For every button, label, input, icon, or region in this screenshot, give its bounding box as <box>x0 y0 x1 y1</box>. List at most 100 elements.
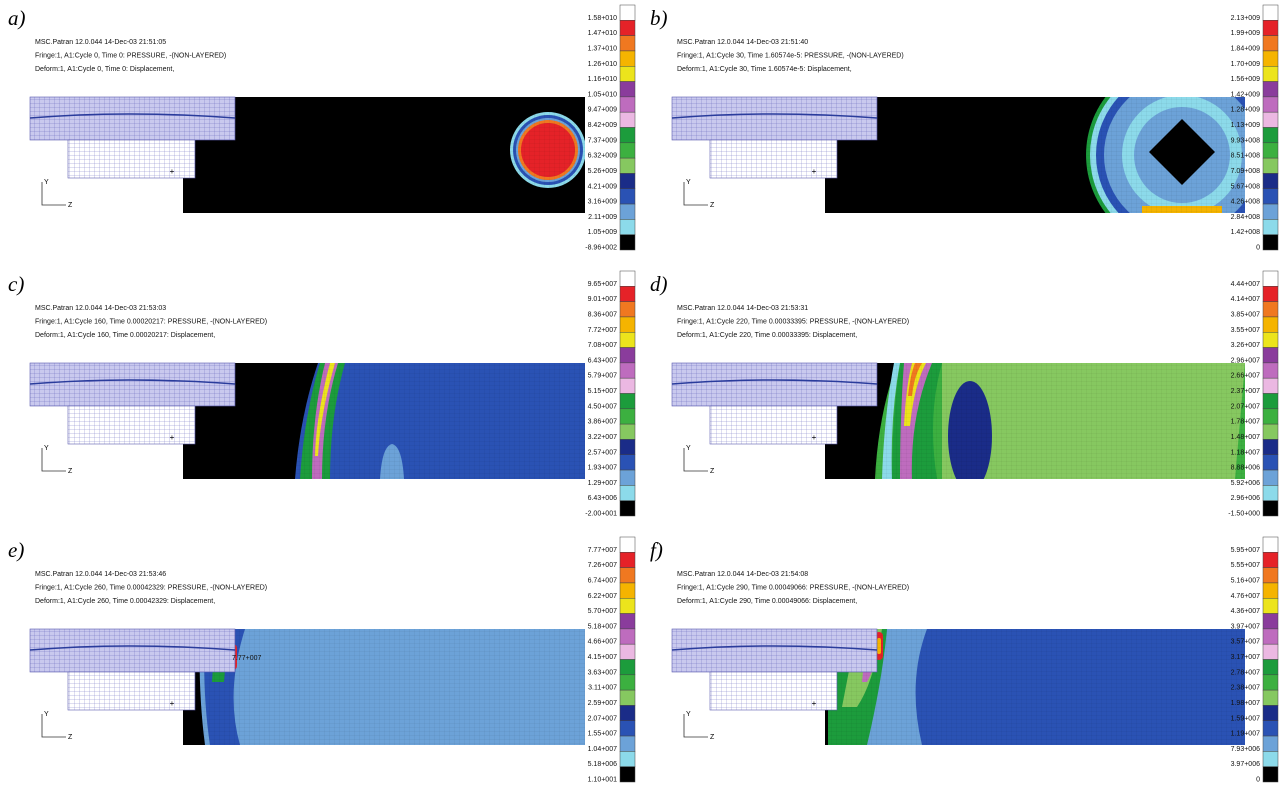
colorbar-swatch <box>620 286 635 301</box>
colorbar-swatch <box>620 20 635 35</box>
colorbar-swatch <box>620 128 635 143</box>
axis-y: Y <box>44 179 49 186</box>
colorbar-label: 9.93+008 <box>1231 137 1260 144</box>
colorbar-swatch <box>620 644 635 659</box>
mesh-overlay <box>183 629 585 745</box>
colorbar-label: 1.05+009 <box>588 229 617 236</box>
colorbar-swatch <box>620 204 635 219</box>
colorbar-swatch <box>620 66 635 81</box>
colorbar-label: 2.84+008 <box>1231 214 1260 221</box>
colorbar-label: 3.16+009 <box>588 199 617 206</box>
header-line: MSC.Patran 12.0.044 14-Dec-03 21:51:40 <box>677 39 808 46</box>
marker: + <box>170 433 175 442</box>
colorbar-label: 5.15+007 <box>588 388 617 395</box>
colorbar-swatch <box>1263 317 1278 332</box>
panel-label: e) <box>8 538 24 562</box>
header-line: MSC.Patran 12.0.044 14-Dec-03 21:51:05 <box>35 39 166 46</box>
colorbar-swatch <box>1263 736 1278 751</box>
colorbar-swatch <box>620 271 635 286</box>
colorbar-label: 8.51+008 <box>1231 153 1260 160</box>
colorbar-label: 7.37+009 <box>588 137 617 144</box>
colorbar-swatch <box>1263 235 1278 250</box>
colorbar-label: 4.66+007 <box>588 639 617 646</box>
colorbar-label: 8.36+007 <box>588 311 617 318</box>
colorbar-label: 4.76+007 <box>1231 593 1260 600</box>
header-line: MSC.Patran 12.0.044 14-Dec-03 21:53:03 <box>35 305 166 312</box>
panel-label: a) <box>8 6 26 30</box>
colorbar-swatch <box>620 189 635 204</box>
colorbar-swatch <box>620 348 635 363</box>
axis-y: Y <box>44 711 49 718</box>
axis-y: Y <box>686 179 691 186</box>
colorbar-swatch <box>1263 112 1278 127</box>
fringe <box>825 59 1278 251</box>
colorbar-swatch <box>620 394 635 409</box>
fringe <box>183 97 586 213</box>
header-line: MSC.Patran 12.0.044 14-Dec-03 21:53:31 <box>677 305 808 312</box>
colorbar-label: 5.95+007 <box>1231 547 1260 554</box>
colorbar-swatch <box>620 158 635 173</box>
colorbar-label: 7.93+006 <box>1231 746 1260 753</box>
colorbar-label: 1.56+009 <box>1231 76 1260 83</box>
colorbar-swatch <box>620 332 635 347</box>
colorbar-label: 2.07+007 <box>588 715 617 722</box>
block-mesh <box>710 406 837 444</box>
mesh-overlay <box>183 363 585 479</box>
marker: + <box>812 167 817 176</box>
colorbar-swatch <box>620 317 635 332</box>
colorbar-label: 5.16+007 <box>1231 577 1260 584</box>
plate-mesh <box>672 97 877 140</box>
colorbar-label: 1.28+009 <box>1231 107 1260 114</box>
plate-mesh <box>672 363 877 406</box>
colorbar-swatch <box>1263 219 1278 234</box>
colorbar-swatch <box>1263 424 1278 439</box>
header-line: MSC.Patran 12.0.044 14-Dec-03 21:54:08 <box>677 571 808 578</box>
panel: e)MSC.Patran 12.0.044 14-Dec-03 21:53:46… <box>8 537 635 784</box>
colorbar-swatch <box>1263 455 1278 470</box>
colorbar-label: 4.26+008 <box>1231 199 1260 206</box>
colorbar-label: 0 <box>1256 777 1260 784</box>
axis-z: Z <box>710 202 715 209</box>
colorbar-label: 1.16+010 <box>588 76 617 83</box>
marker: + <box>812 699 817 708</box>
colorbar-swatch <box>1263 20 1278 35</box>
axis-y: Y <box>686 711 691 718</box>
block-mesh <box>68 140 195 178</box>
header-line: Deform:1, A1:Cycle 0, Time 0: Displaceme… <box>35 66 174 73</box>
colorbar-label: 5.18+007 <box>588 623 617 630</box>
colorbar-label: 7.77+007 <box>588 547 617 554</box>
colorbar-swatch <box>1263 629 1278 644</box>
colorbar-swatch <box>1263 470 1278 485</box>
colorbar-swatch <box>1263 552 1278 567</box>
colorbar-swatch <box>1263 485 1278 500</box>
colorbar-swatch <box>1263 271 1278 286</box>
colorbar-swatch <box>1263 690 1278 705</box>
colorbar-label: 7.72+007 <box>588 327 617 334</box>
colorbar-swatch <box>1263 51 1278 66</box>
colorbar-label: 1.26+010 <box>588 61 617 68</box>
colorbar-swatch <box>1263 173 1278 188</box>
colorbar-swatch <box>620 614 635 629</box>
colorbar-swatch <box>620 235 635 250</box>
colorbar-label: 5.92+006 <box>1231 480 1260 487</box>
colorbar-label: 4.21+009 <box>588 183 617 190</box>
colorbar-label: 4.36+007 <box>1231 608 1260 615</box>
colorbar-swatch <box>1263 286 1278 301</box>
axis-z: Z <box>68 468 73 475</box>
colorbar-label: 2.11+009 <box>588 214 617 221</box>
colorbar-label: 0 <box>1256 245 1260 252</box>
colorbar-label: 6.43+007 <box>588 357 617 364</box>
colorbar-label: 1.70+009 <box>1231 61 1260 68</box>
colorbar-label: 1.55+007 <box>588 731 617 738</box>
axis-z: Z <box>710 734 715 741</box>
colorbar-label: 4.44+007 <box>1231 281 1260 288</box>
mesh-overlay <box>825 97 1245 213</box>
colorbar-swatch <box>1263 598 1278 613</box>
colorbar-swatch <box>1263 394 1278 409</box>
colorbar-swatch <box>1263 189 1278 204</box>
colorbar-label: 7.26+007 <box>588 562 617 569</box>
colorbar-swatch <box>620 439 635 454</box>
colorbar-swatch <box>1263 204 1278 219</box>
colorbar-label: -2.00+001 <box>585 511 617 518</box>
header-line: Fringe:1, A1:Cycle 220, Time 0.00033395:… <box>677 318 909 325</box>
